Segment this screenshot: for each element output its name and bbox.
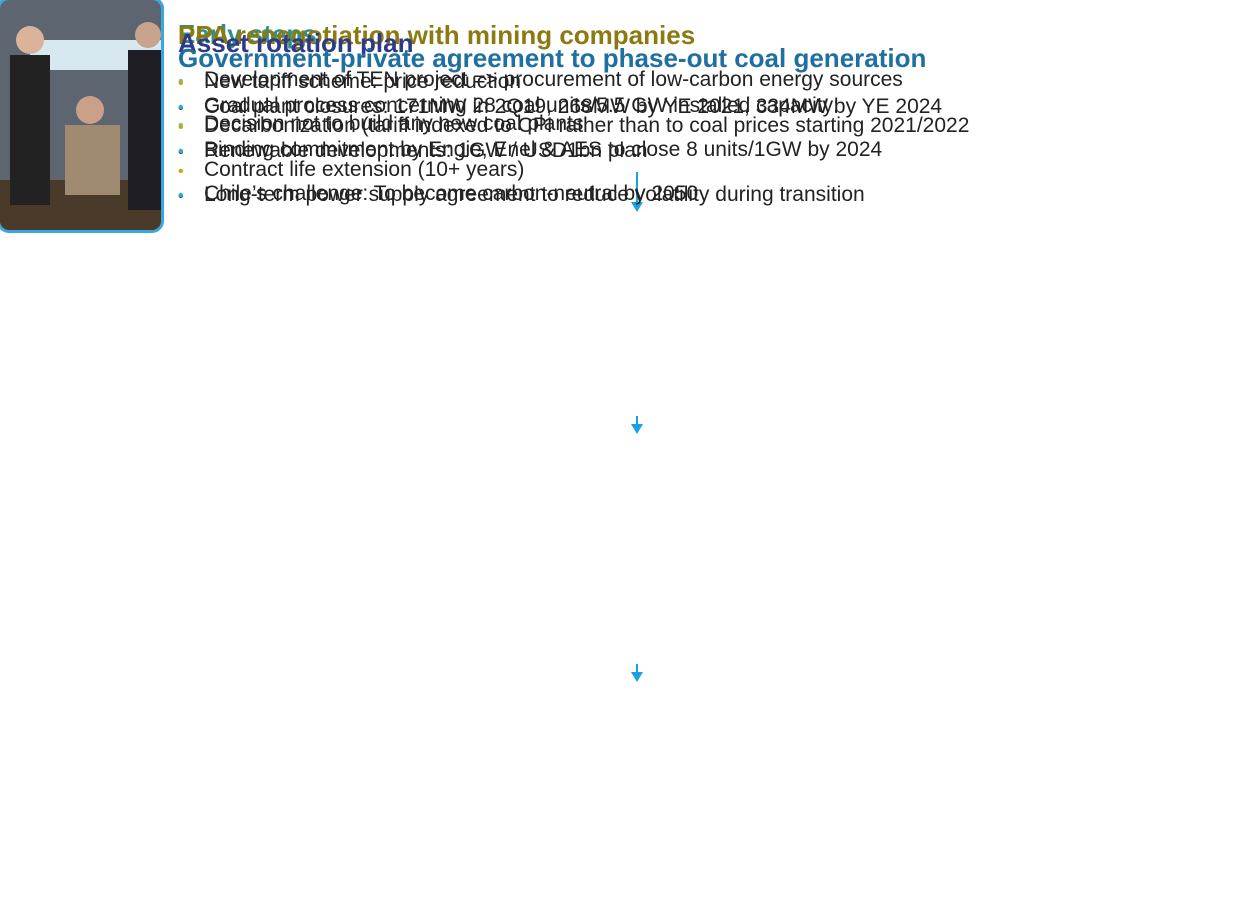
arrow [629,416,645,434]
arrow [629,664,645,682]
bullet-row: •Gradual process concerning 28 coal unit… [178,93,839,121]
panel-title: Government-private agreement to phase-ou… [178,43,926,73]
panel: Government-private agreement to phase-ou… [0,601,1247,837]
photo [0,0,164,233]
bullet-dot: • [178,183,204,209]
bullet-text: New tariff scheme: price reduction [204,70,521,93]
bullet-text: Gradual process concerning 28 coal units… [204,94,839,117]
slide: (() => { const data = JSON.parse(documen… [0,0,1247,921]
bullet-text: Chile’s challenge: To become carbon-neut… [204,182,698,205]
bullet-text: Binding commitment by Engie, Enel & AES … [204,138,882,161]
panel-image [0,0,164,233]
bullet-row: •Binding commitment by Engie, Enel & AES… [178,137,882,165]
bullet-row: •Chile’s challenge: To become carbon-neu… [178,181,698,209]
panel: Asset rotation plan•Coal plant closures:… [0,371,1247,601]
bullet-dot: • [178,95,204,121]
bullet-dot: • [178,139,204,165]
